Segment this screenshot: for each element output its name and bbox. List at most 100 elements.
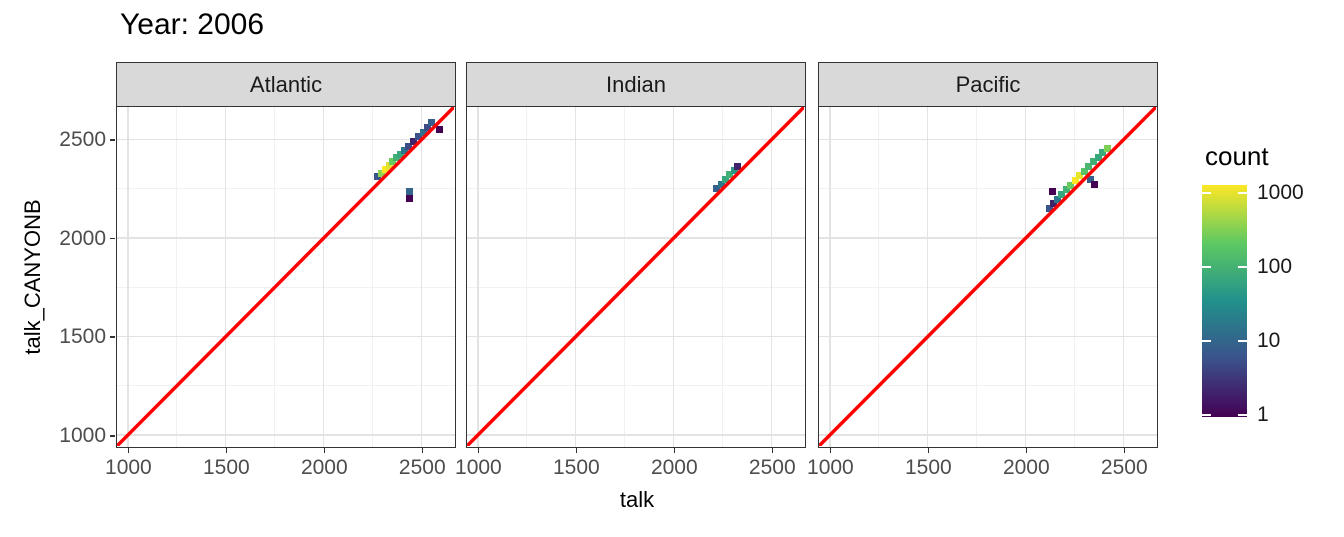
- gridline-major-v: [1024, 107, 1027, 447]
- bin2d-tile: [374, 173, 382, 181]
- legend-tick-label: 1: [1257, 402, 1269, 426]
- gridline-major-v: [926, 107, 929, 447]
- x-tick-label: 2000: [1002, 456, 1050, 479]
- gridline-minor-v: [526, 107, 528, 447]
- bin2d-tile: [1086, 176, 1094, 184]
- bin2d-tile: [1091, 180, 1099, 188]
- x-tick-label: 1500: [552, 456, 600, 479]
- x-tick-mark: [477, 448, 480, 453]
- gridline-major-v: [574, 107, 577, 447]
- gridline-major-h: [819, 138, 1157, 141]
- gridline-major-h: [117, 434, 455, 436]
- bin2d-tile: [1094, 153, 1102, 161]
- y-tick-mark: [110, 139, 115, 141]
- y-tick-mark: [110, 336, 115, 338]
- bin2d-tile: [419, 128, 427, 136]
- legend-title: count: [1205, 141, 1269, 171]
- colorbar-tick: [1202, 413, 1211, 416]
- gridline-major-v: [770, 107, 773, 447]
- bin2d-tile: [721, 176, 729, 184]
- x-tick-label: 2000: [650, 456, 698, 479]
- identity-reference-line: [117, 107, 454, 446]
- bin2d-tile: [1080, 167, 1088, 175]
- gridline-minor-v: [1074, 107, 1076, 447]
- x-tick-mark: [673, 448, 676, 453]
- gridline-minor-h: [467, 286, 805, 288]
- bin2d-tile: [1067, 181, 1075, 189]
- gridline-minor-v: [176, 107, 178, 447]
- plot-title: Year: 2006: [120, 8, 265, 41]
- colorbar-tick: [1202, 191, 1211, 194]
- x-tick-label: 1000: [455, 456, 502, 479]
- x-tick-label: 1000: [807, 456, 854, 479]
- bin2d-tile: [393, 154, 401, 162]
- bin2d-tile: [427, 119, 435, 127]
- x-tick-mark: [829, 448, 832, 453]
- facet-strip-indian: Indian: [466, 62, 806, 107]
- y-tick-mark: [110, 435, 115, 437]
- gridline-major-h: [117, 138, 455, 141]
- bin2d-tile: [389, 157, 397, 165]
- bin2d-tile: [414, 133, 422, 141]
- bin2d-tile: [406, 188, 414, 196]
- gridline-major-h: [467, 434, 805, 436]
- legend-tick-label: 1000: [1257, 180, 1304, 204]
- bin2d-tile: [405, 195, 413, 203]
- colorbar-tick: [1202, 339, 1211, 342]
- bin2d-tile: [1062, 186, 1070, 194]
- gridline-minor-v: [274, 107, 276, 447]
- facet-panel-atlantic: [116, 106, 456, 448]
- bin2d-tile: [1089, 158, 1097, 166]
- bin2d-tile: [713, 185, 721, 193]
- gridline-minor-h: [117, 286, 455, 288]
- bin2d-tile: [378, 169, 385, 177]
- facet-strip-label: Pacific: [955, 71, 1021, 97]
- gridline-major-v: [224, 107, 227, 447]
- y-tick-label: 2000: [59, 226, 106, 250]
- legend-tick-label: 10: [1257, 328, 1281, 352]
- gridline-minor-h: [117, 188, 455, 190]
- x-tick-mark: [575, 448, 578, 453]
- bin2d-tile: [381, 165, 389, 173]
- gridline-minor-h: [819, 188, 1157, 190]
- gridline-major-h: [467, 335, 805, 338]
- bin2d-tile: [717, 180, 725, 188]
- gridline-minor-v: [878, 107, 880, 447]
- bin2d-tile: [1099, 149, 1107, 157]
- x-tick-mark: [927, 448, 930, 453]
- x-axis-title: talk: [619, 487, 655, 512]
- gridline-major-v: [477, 107, 479, 447]
- identity-reference-line: [819, 107, 1156, 446]
- colorbar-tick: [1238, 265, 1247, 268]
- x-tick-mark: [127, 448, 130, 453]
- bin2d-tile: [1071, 177, 1079, 185]
- bin2d-tile: [1049, 200, 1057, 208]
- x-tick-label: 1500: [904, 456, 952, 479]
- x-tick-mark: [421, 448, 424, 453]
- bin2d-tile: [1103, 144, 1111, 152]
- gridline-minor-v: [722, 107, 724, 447]
- gridline-minor-h: [819, 286, 1157, 288]
- gridline-major-h: [819, 237, 1157, 239]
- facet-panel-pacific: [818, 106, 1158, 448]
- bin2d-tile: [734, 162, 742, 170]
- gridline-major-h: [117, 237, 455, 239]
- gridline-minor-h: [467, 188, 805, 190]
- bin2d-tile: [385, 161, 393, 169]
- x-tick-mark: [323, 448, 326, 453]
- colorbar-tick: [1238, 191, 1247, 194]
- bin2d-tile: [1076, 172, 1084, 180]
- bin2d-tile: [435, 126, 443, 134]
- bin2d-tile: [1048, 188, 1056, 196]
- facet-strip-label: Atlantic: [249, 71, 323, 97]
- x-tick-label: 1000: [105, 456, 152, 479]
- bin2d-tile: [410, 137, 418, 145]
- bin2d-tile: [1053, 195, 1061, 203]
- x-tick-label: 2500: [748, 456, 796, 479]
- gridline-major-v: [127, 107, 129, 447]
- x-tick-mark: [225, 448, 228, 453]
- gridline-major-h: [117, 335, 455, 338]
- identity-reference-line: [467, 107, 804, 446]
- x-tick-mark: [1123, 448, 1126, 453]
- y-tick-label: 2500: [59, 128, 106, 152]
